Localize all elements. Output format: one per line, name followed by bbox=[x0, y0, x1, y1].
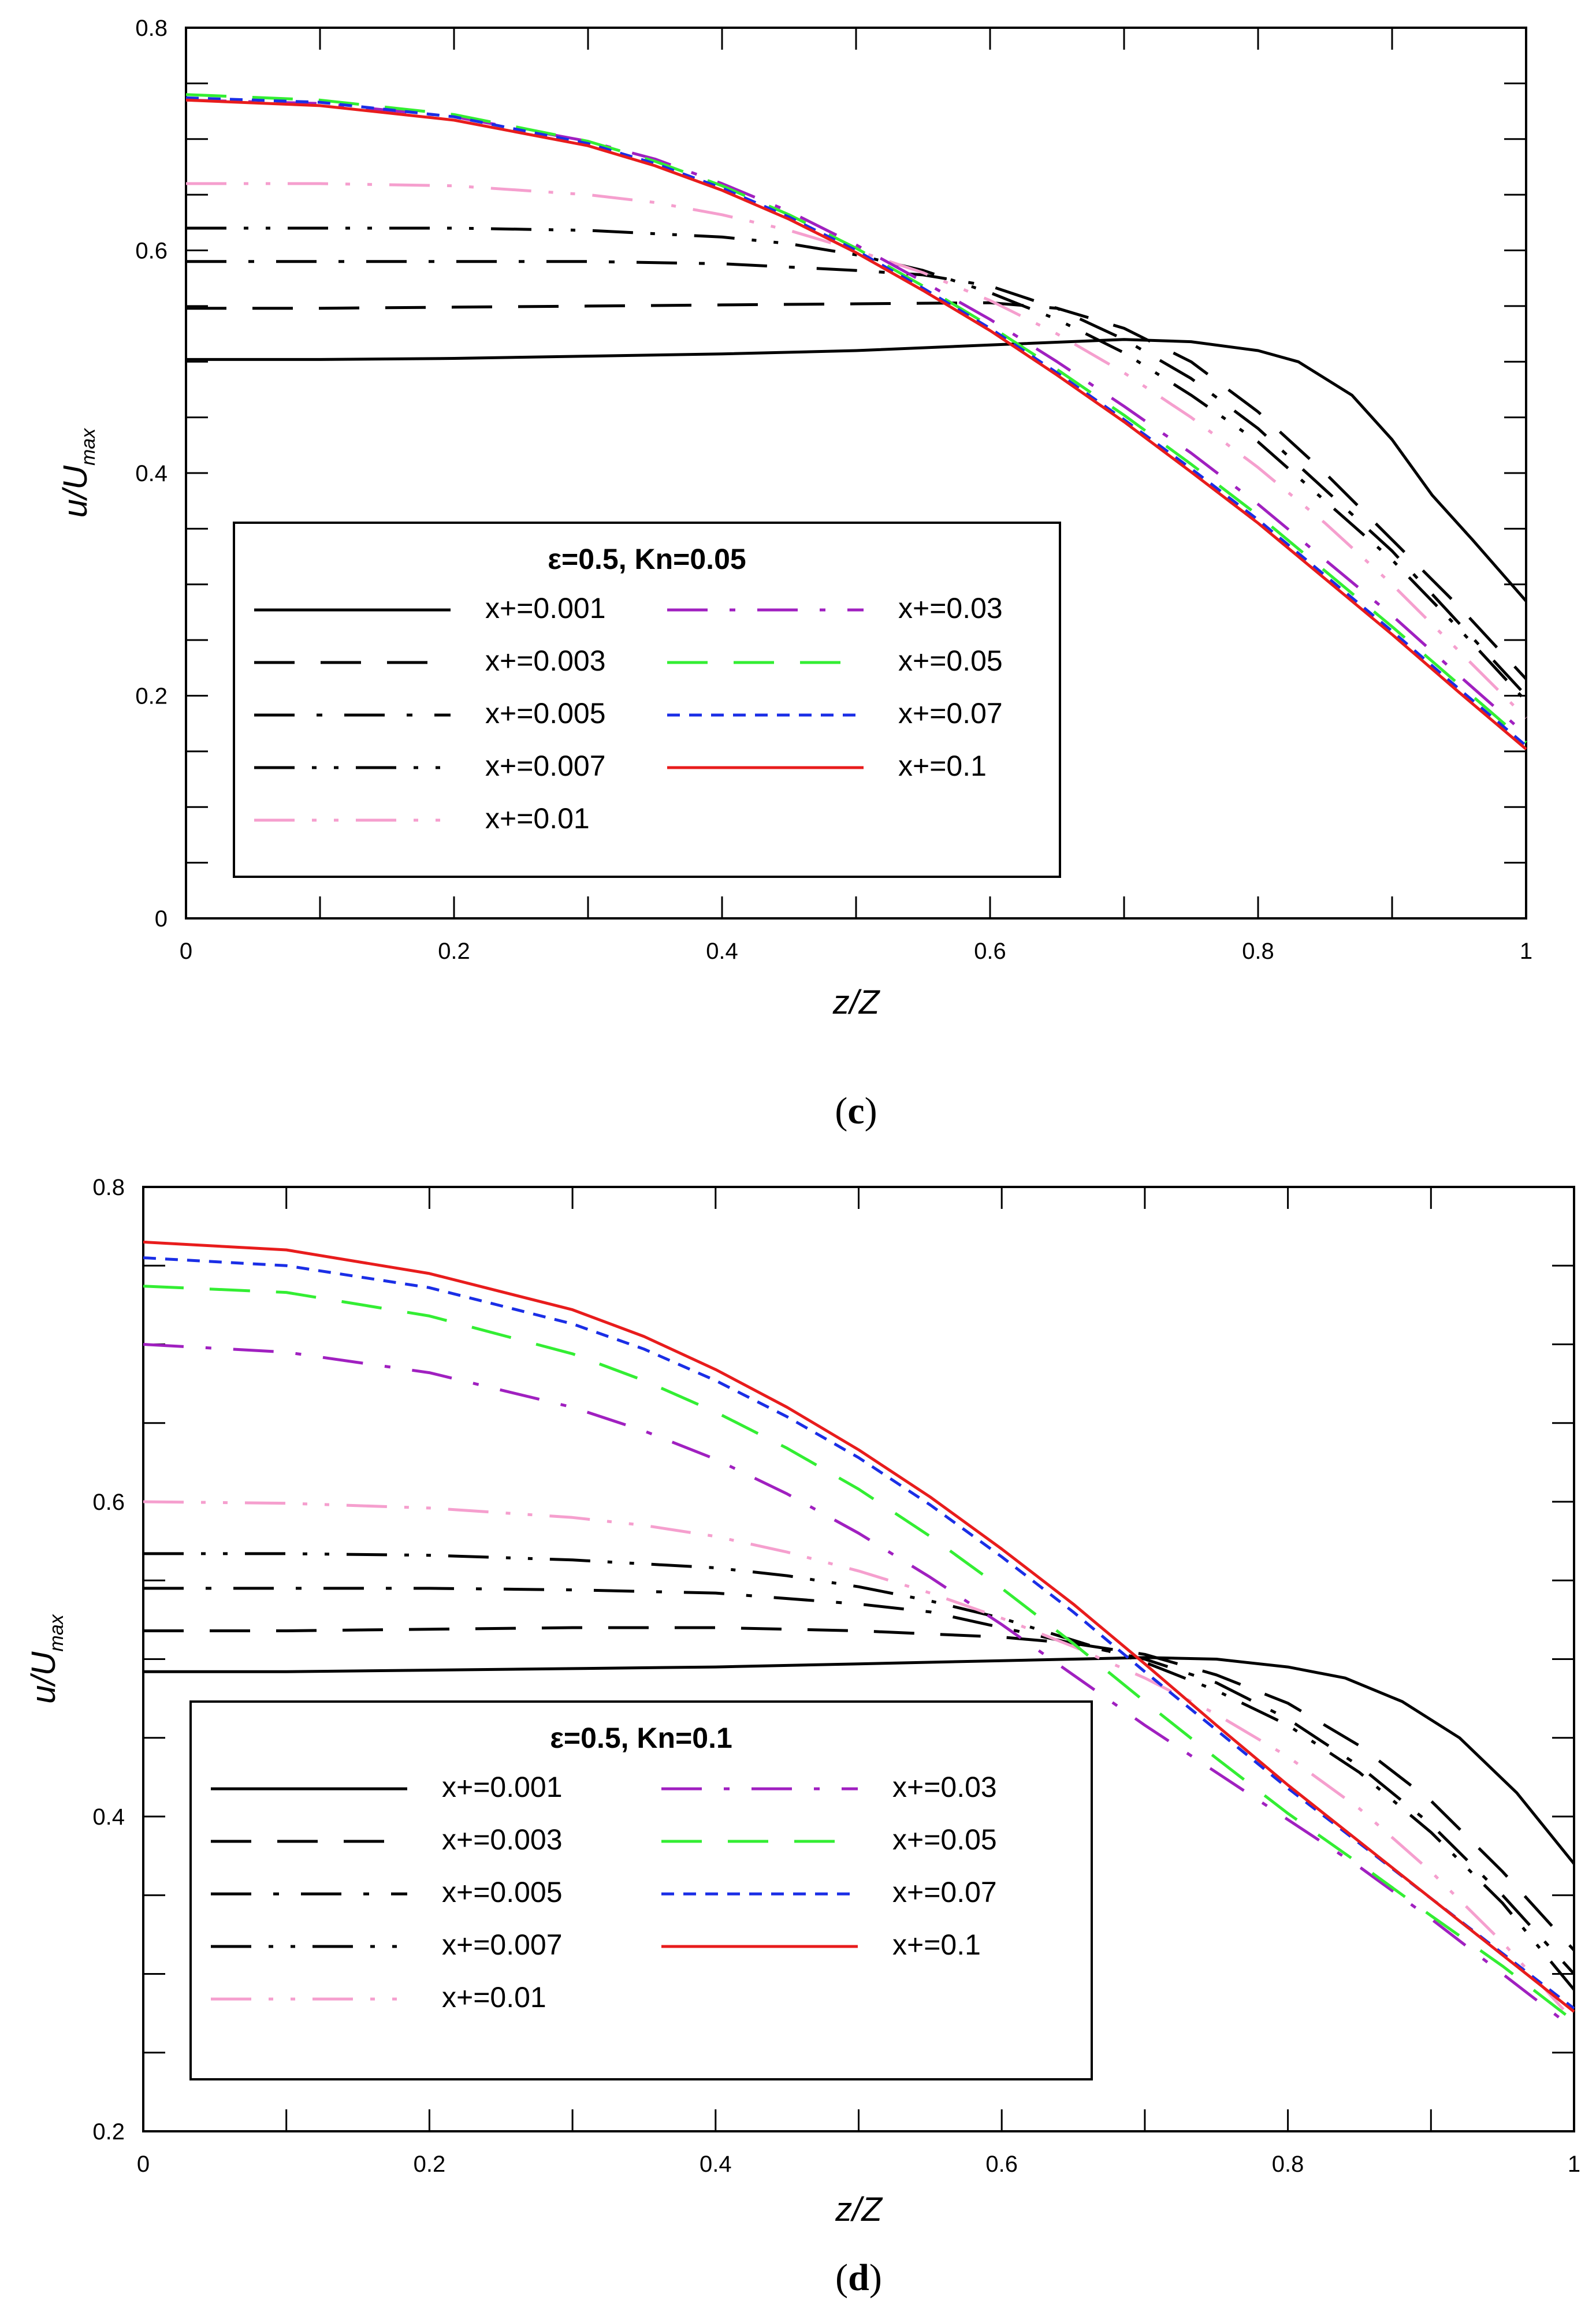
legend-label: x+=0.01 bbox=[485, 802, 590, 835]
x-tick-label: 0 bbox=[137, 2152, 150, 2177]
legend-label: x+=0.03 bbox=[898, 592, 1003, 624]
panel-caption: (d) bbox=[835, 2257, 882, 2299]
series-line-x+=0.05 bbox=[185, 93, 1527, 744]
series-line-x+=0.007 bbox=[186, 226, 1527, 702]
x-tick-label: 0.2 bbox=[414, 2152, 446, 2177]
legend-box bbox=[189, 1700, 1093, 2080]
x-tick-label: 0.8 bbox=[1272, 2152, 1304, 2177]
x-tick-label: 0.4 bbox=[706, 939, 738, 964]
y-tick-label: 0.4 bbox=[135, 461, 168, 486]
y-tick-label: 0.2 bbox=[135, 684, 168, 709]
series-line-x+=0.005 bbox=[143, 1587, 1575, 1975]
y-tick-label: 0.4 bbox=[92, 1804, 125, 1830]
legend-label: x+=0.005 bbox=[442, 1876, 563, 1908]
legend-label: x+=0.007 bbox=[485, 750, 606, 782]
x-tick-label: 1 bbox=[1568, 2152, 1580, 2177]
legend-label: x+=0.07 bbox=[898, 697, 1003, 729]
series-line-x+=0.001 bbox=[143, 1656, 1575, 1865]
series-line-x+=0.03 bbox=[185, 98, 1527, 736]
series-line-x+=0.005 bbox=[186, 260, 1527, 697]
series-line-x+=0.07 bbox=[185, 96, 1527, 747]
x-tick-label: 0 bbox=[180, 939, 192, 964]
x-tick-label: 0.8 bbox=[1242, 939, 1274, 964]
x-axis-label: z/Z bbox=[832, 984, 881, 1021]
legend-label: x+=0.07 bbox=[892, 1876, 997, 1908]
legend-label: x+=0.01 bbox=[442, 1981, 546, 2013]
y-axis-label: u/Umax bbox=[57, 428, 99, 518]
legend-label: x+=0.05 bbox=[892, 1823, 997, 1856]
x-tick-label: 0.4 bbox=[700, 2152, 732, 2177]
series-line-x+=0.03 bbox=[143, 1343, 1575, 2030]
series-line-x+=0.01 bbox=[186, 182, 1527, 719]
legend-label: x+=0.1 bbox=[892, 1929, 981, 1961]
legend-label: x+=0.05 bbox=[898, 645, 1003, 677]
x-axis-label: z/Z bbox=[835, 2191, 883, 2228]
legend-label: x+=0.005 bbox=[485, 697, 606, 729]
series-line-x+=0.1 bbox=[143, 1240, 1575, 2013]
legend-label: x+=0.1 bbox=[898, 750, 987, 782]
legend-label: x+=0.003 bbox=[442, 1823, 563, 1856]
legend-label: x+=0.001 bbox=[485, 592, 606, 624]
series-line-x+=0.1 bbox=[185, 98, 1527, 750]
x-tick-label: 0.6 bbox=[974, 939, 1006, 964]
chart-panel-c: 0 0.2 0.4 0.6 0.8 1 0 0.2 0.4 0.6 0.8 ε=0.5, Kn=0.0… bbox=[57, 16, 1532, 1132]
x-tick-label: 0.2 bbox=[438, 939, 470, 964]
y-tick-label: 0.8 bbox=[135, 16, 168, 41]
series-line-x+=0.001 bbox=[186, 338, 1527, 602]
legend-label: x+=0.001 bbox=[442, 1771, 563, 1803]
panel-caption: (c) bbox=[835, 1090, 877, 1132]
x-tick-label: 0.6 bbox=[985, 2152, 1018, 2177]
y-tick-label: 0.6 bbox=[135, 239, 168, 264]
legend-label: x+=0.007 bbox=[442, 1929, 563, 1961]
y-tick-label: 0.2 bbox=[92, 2119, 125, 2145]
legend-title: ε=0.5, Kn=0.05 bbox=[548, 543, 746, 575]
y-axis-label: u/Umax bbox=[25, 1614, 68, 1703]
series-line-x+=0.07 bbox=[143, 1256, 1575, 2010]
legend-label: x+=0.003 bbox=[485, 645, 606, 677]
chart-panel-d: 0 0.2 0.4 0.6 0.8 1 0.2 0.4 0.6 0.8 ε=0.5, Kn=0.1 x… bbox=[25, 1175, 1580, 2299]
y-tick-label: 0 bbox=[155, 906, 168, 932]
y-tick-label: 0.8 bbox=[92, 1175, 125, 1200]
x-tick-label: 1 bbox=[1520, 939, 1532, 964]
series-line-x+=0.01 bbox=[143, 1500, 1575, 2022]
legend-label: x+=0.03 bbox=[892, 1771, 997, 1803]
legend-title: ε=0.5, Kn=0.1 bbox=[550, 1722, 732, 1754]
series-line-x+=0.05 bbox=[143, 1285, 1575, 2023]
y-tick-label: 0.6 bbox=[92, 1490, 125, 1515]
legend-box bbox=[233, 522, 1061, 878]
